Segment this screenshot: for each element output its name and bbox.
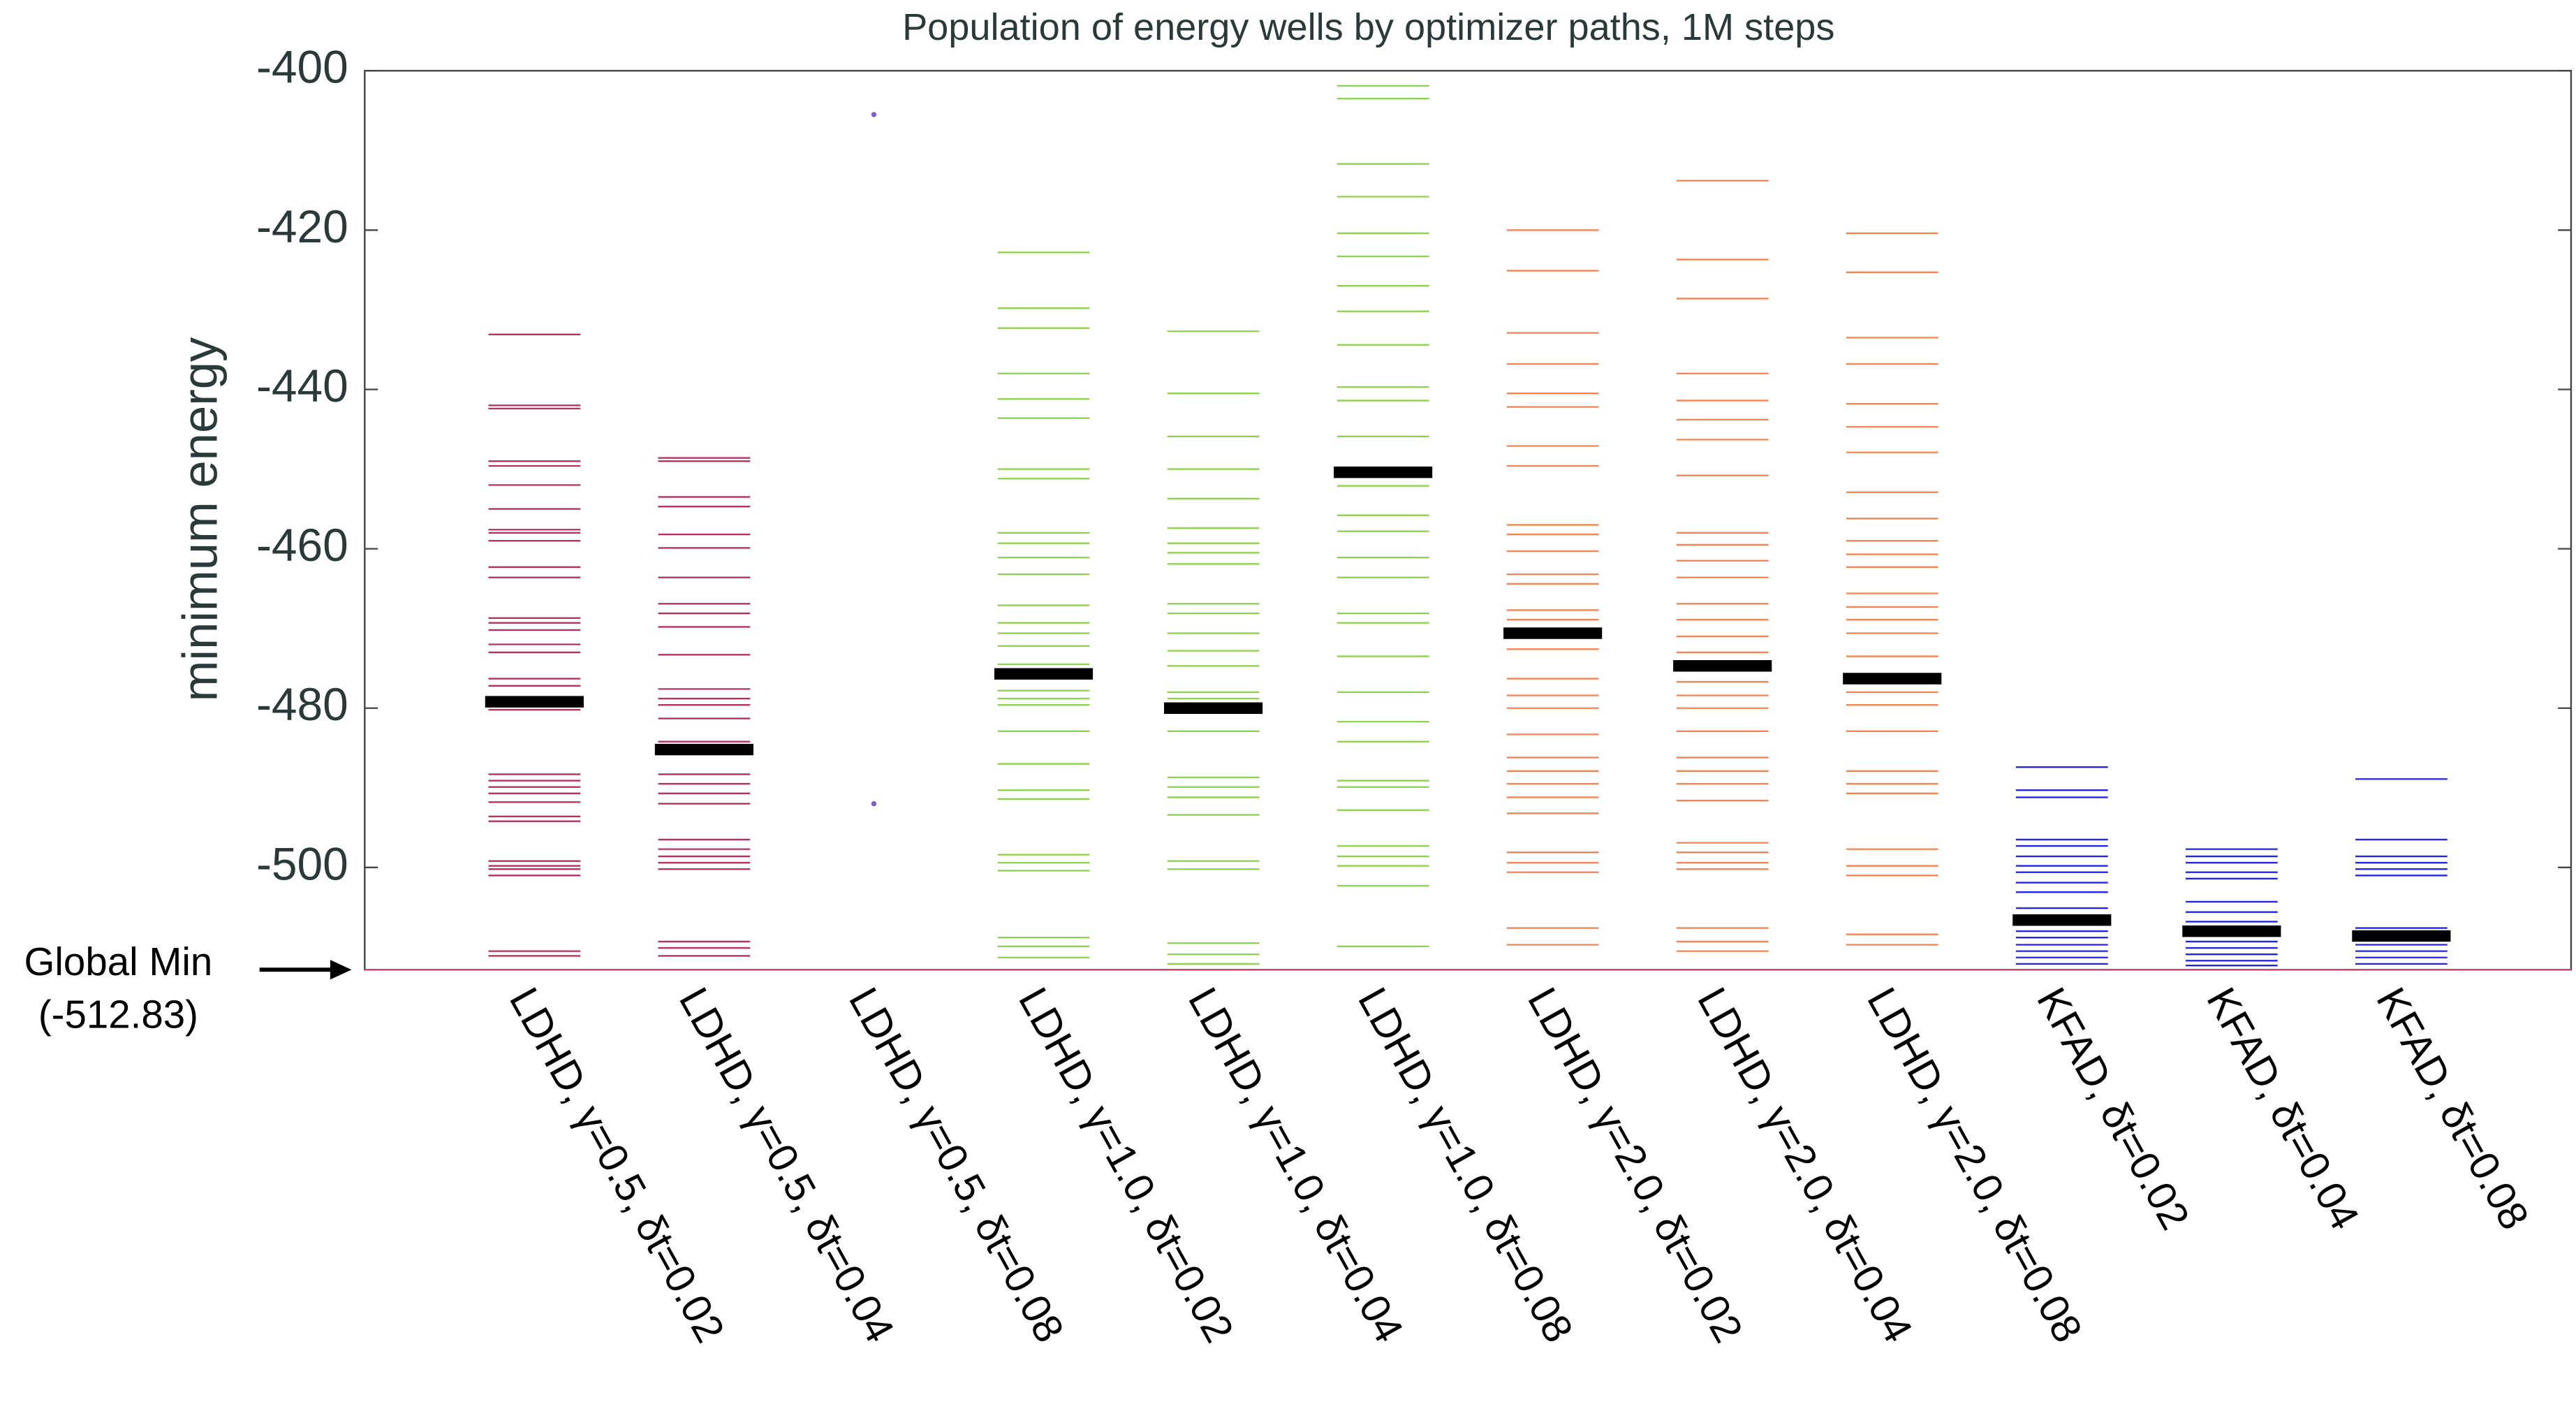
y-tick-label: -400	[256, 41, 348, 93]
y-tick-label: -480	[256, 678, 348, 730]
y-tick-label: -440	[256, 360, 348, 411]
y-tick-label: -420	[256, 200, 348, 252]
x-tick-label: KFAD, δt=0.02	[2028, 980, 2198, 1236]
y-axis-label: minimum energy	[172, 337, 227, 701]
y-tick-label: -500	[256, 838, 348, 889]
x-tick-label: KFAD, δt=0.04	[2198, 980, 2367, 1236]
chart-title: Population of energy wells by optimizer …	[902, 6, 1834, 48]
point	[871, 801, 877, 807]
y-tick-label: -460	[256, 519, 348, 571]
x-tick-label: KFAD, δt=0.08	[2367, 980, 2537, 1236]
point	[871, 112, 877, 117]
annotation-arrowhead	[330, 960, 352, 980]
annotation: (-512.83)	[38, 992, 198, 1036]
plot-frame	[364, 70, 2573, 971]
annotation: Global Min	[24, 940, 212, 984]
